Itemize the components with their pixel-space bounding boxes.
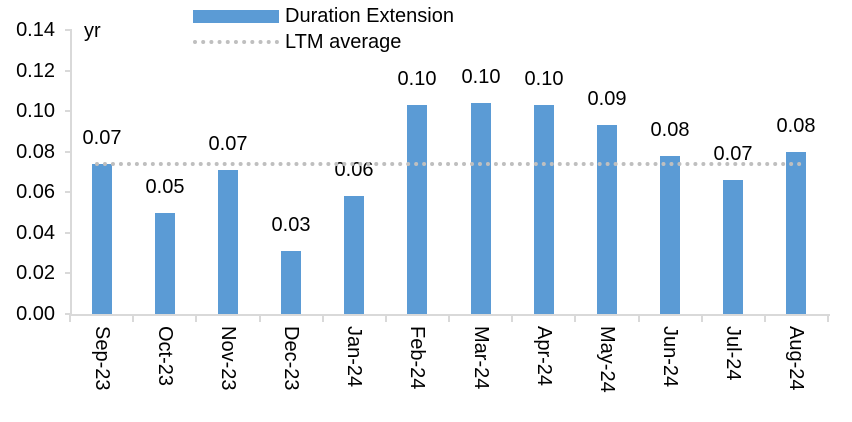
x-tick-label-dec-23: Dec-23 — [280, 326, 302, 391]
legend-label-duration-extension: Duration Extension — [285, 5, 454, 27]
bar-value-label: 0.10 — [397, 68, 437, 90]
y-tick-mark — [65, 29, 70, 31]
y-tick-label: 0.06 — [16, 181, 55, 204]
bar-value-label: 0.07 — [208, 133, 248, 155]
bar-sep-23 — [92, 164, 112, 314]
bar-apr-24 — [534, 105, 554, 314]
y-tick-label: 0.02 — [16, 262, 55, 285]
x-tick-mark — [511, 314, 514, 322]
y-tick-mark — [65, 150, 70, 153]
y-axis-unit-label: yr — [84, 20, 101, 42]
bar-dec-23 — [281, 251, 301, 314]
x-tick-mark — [384, 314, 387, 322]
x-tick-label-feb-24: Feb-24 — [406, 326, 428, 390]
x-tick-mark — [258, 314, 261, 322]
y-tick-label: 0.04 — [16, 221, 55, 244]
x-tick-label-mar-24: Mar-24 — [470, 326, 492, 390]
y-tick-mark — [65, 272, 70, 275]
x-tick-label-jan-24: Jan-24 — [343, 326, 365, 388]
y-tick-label: 0.00 — [16, 303, 55, 325]
bar-jan-24 — [344, 196, 364, 314]
bar-value-label: 0.03 — [271, 214, 311, 236]
bar-oct-23 — [155, 213, 175, 314]
bar-feb-24 — [407, 105, 427, 314]
legend-item-ltm-average: LTM average — [193, 31, 454, 53]
x-tick-label-jun-24: Jun-24 — [659, 326, 681, 388]
bar-value-label: 0.10 — [461, 66, 501, 88]
x-tick-label-apr-24: Apr-24 — [533, 326, 555, 387]
dotted-line-swatch-icon — [193, 40, 279, 44]
y-tick-mark — [65, 231, 70, 234]
x-tick-label-jul-24: Jul-24 — [722, 326, 744, 381]
y-axis-line — [70, 29, 72, 316]
legend-label-ltm-average: LTM average — [285, 31, 402, 53]
x-tick-label-oct-23: Oct-23 — [154, 326, 176, 387]
bar-aug-24 — [786, 152, 806, 314]
legend-item-duration-extension: Duration Extension — [193, 5, 454, 27]
x-tick-mark — [321, 314, 324, 322]
bar-nov-23 — [218, 170, 238, 314]
plot-area: 0.07 0.05 0.07 0.03 0.06 0.10 0.10 0.10 0.09 0.08… — [70, 30, 828, 314]
x-tick-mark — [574, 314, 577, 322]
bar-value-label: 0.09 — [587, 88, 627, 110]
x-tick-mark — [700, 314, 703, 322]
x-tick-mark — [448, 314, 450, 322]
x-axis-line — [70, 314, 830, 316]
bar-value-label: 0.08 — [776, 115, 816, 137]
y-tick-mark — [65, 191, 70, 194]
x-tick-label-sep-23: Sep-23 — [91, 326, 113, 391]
x-tick-mark — [763, 314, 766, 322]
bar-jul-24 — [723, 180, 743, 314]
x-tick-mark — [132, 314, 135, 322]
y-tick-label: 0.10 — [16, 100, 55, 123]
bar-may-24 — [597, 125, 617, 314]
y-tick-label: 0.08 — [16, 140, 55, 163]
x-tick-mark — [827, 314, 829, 322]
bar-jun-24 — [660, 156, 680, 314]
y-tick-mark — [65, 313, 70, 315]
y-tick-mark — [65, 110, 70, 113]
x-tick-mark — [195, 314, 198, 322]
bar-value-label: 0.07 — [82, 127, 122, 149]
x-tick-mark — [69, 314, 71, 322]
x-tick-label-nov-23: Nov-23 — [217, 326, 239, 391]
x-tick-label-may-24: May-24 — [596, 326, 618, 393]
legend: Duration Extension LTM average — [193, 5, 454, 53]
y-tick-mark — [65, 69, 70, 72]
bar-series-swatch-icon — [193, 9, 279, 23]
x-tick-mark — [637, 314, 640, 322]
bar-value-label: 0.08 — [650, 119, 690, 141]
bar-value-label: 0.10 — [524, 68, 564, 90]
x-tick-label-aug-24: Aug-24 — [785, 326, 807, 391]
bar-mar-24 — [471, 103, 491, 314]
y-tick-label: 0.14 — [16, 19, 55, 41]
ltm-average-line — [95, 162, 802, 166]
y-tick-label: 0.12 — [16, 59, 55, 82]
bar-value-label: 0.05 — [145, 176, 185, 198]
bar-value-label: 0.07 — [713, 143, 753, 165]
